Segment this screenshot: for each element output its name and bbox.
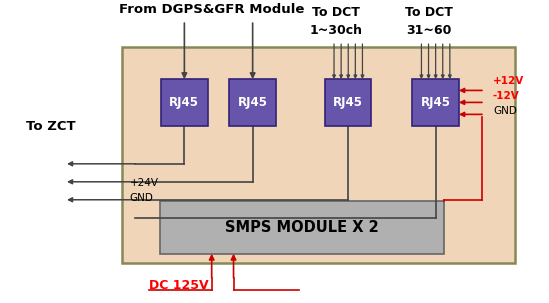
Text: To DCT: To DCT [405, 6, 452, 19]
Text: RJ45: RJ45 [170, 96, 199, 109]
Text: GND: GND [130, 193, 154, 203]
Text: 31~60: 31~60 [406, 24, 451, 37]
Text: To ZCT: To ZCT [26, 120, 75, 133]
Text: +24V: +24V [130, 178, 159, 188]
Text: To DCT: To DCT [312, 6, 360, 19]
Bar [161, 79, 208, 126]
Text: SMPS MODULE X 2: SMPS MODULE X 2 [225, 220, 379, 235]
Text: GND: GND [493, 106, 517, 116]
Text: From DGPS&GFR Module: From DGPS&GFR Module [119, 3, 304, 16]
Bar [412, 79, 459, 126]
Text: 1~30ch: 1~30ch [309, 24, 362, 37]
Bar [160, 201, 444, 254]
Text: -12V: -12V [493, 92, 520, 102]
Text: +12V: +12V [493, 76, 524, 86]
Text: RJ45: RJ45 [421, 96, 451, 109]
Bar [229, 79, 276, 126]
Text: RJ45: RJ45 [333, 96, 363, 109]
Text: DC 125V: DC 125V [149, 279, 209, 291]
Text: RJ45: RJ45 [238, 96, 268, 109]
Bar [121, 47, 515, 263]
Bar [325, 79, 372, 126]
